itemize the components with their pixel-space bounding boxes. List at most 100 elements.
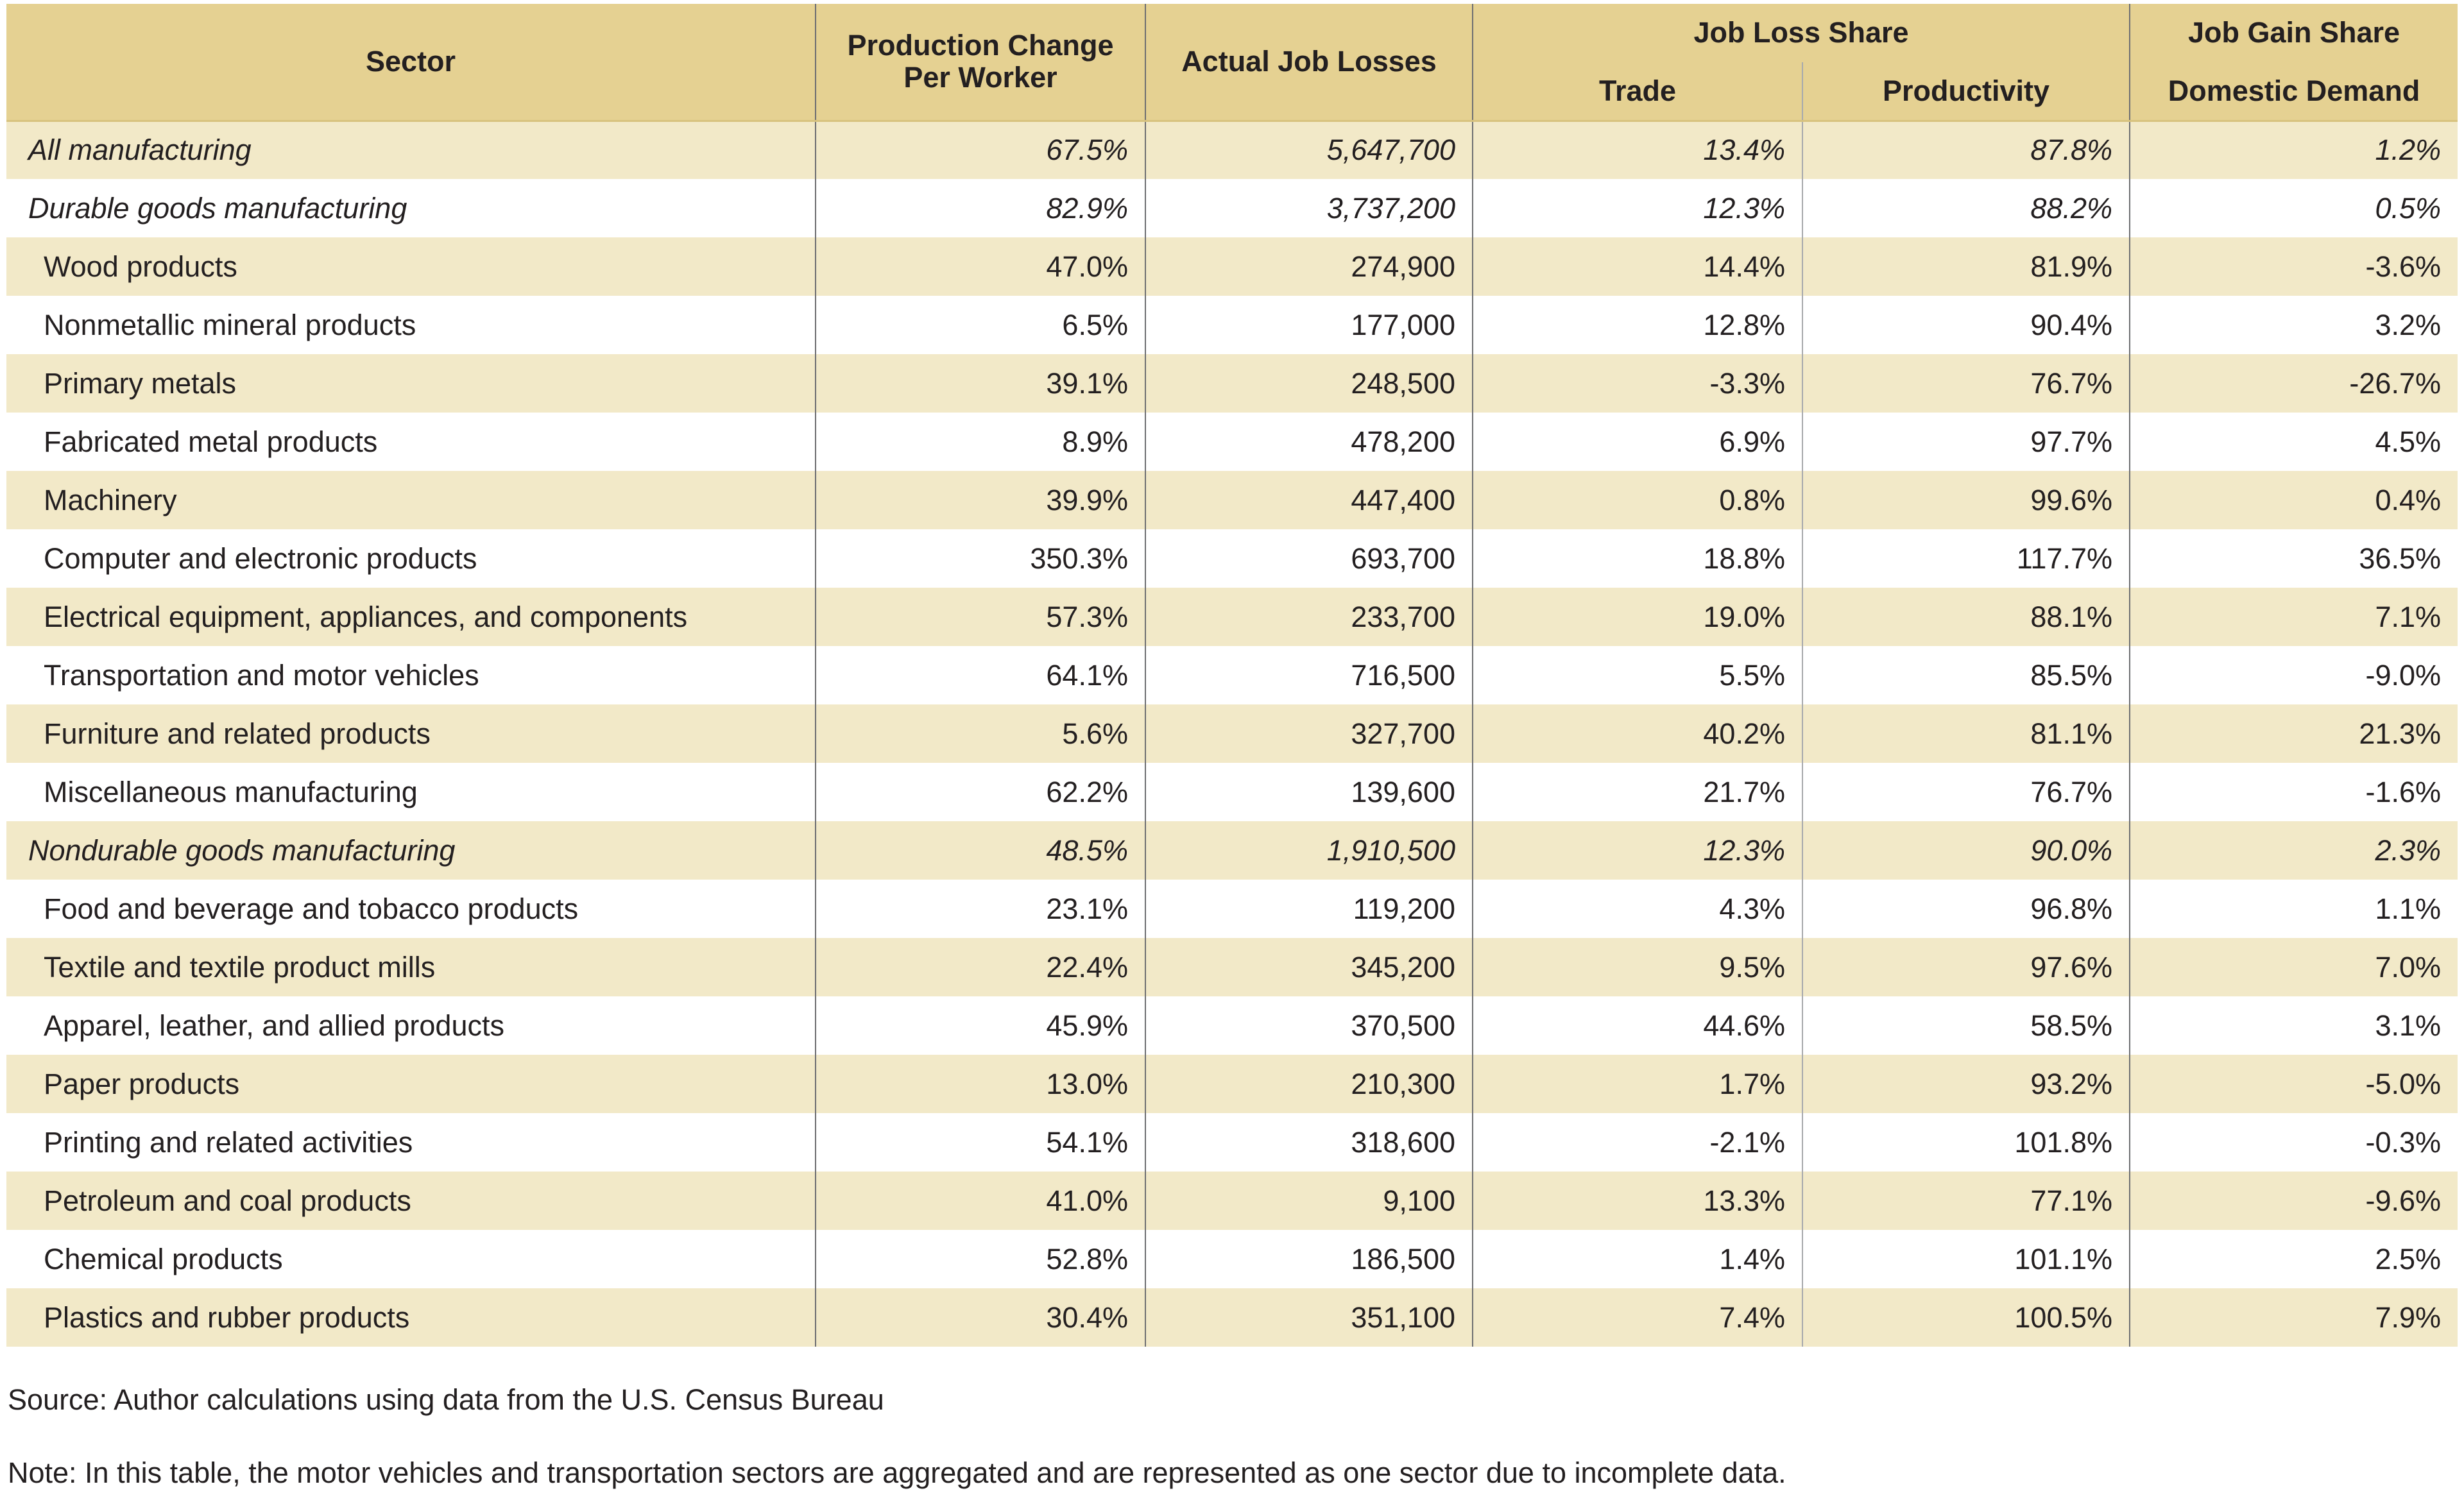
production-change-cell: 52.8% [816,1230,1146,1288]
table-row: Computer and electronic products 350.3% … [6,529,2458,588]
source-text: Source: Author calculations using data f… [8,1383,884,1416]
col-header-productivity: Productivity [1802,62,2131,121]
production-change-cell: 30.4% [816,1288,1146,1347]
productivity-cell: 88.2% [1802,179,2131,237]
sector-cell: Paper products [6,1055,816,1113]
job-losses-cell: 177,000 [1145,296,1473,354]
domestic-demand-cell: 4.5% [2130,413,2458,471]
job-losses-cell: 210,300 [1145,1055,1473,1113]
trade-cell: 13.4% [1473,119,1803,179]
production-change-cell: 45.9% [816,996,1146,1055]
sector-cell: Transportation and motor vehicles [6,646,816,704]
table-row: Fabricated metal products 8.9% 478,200 6… [6,413,2458,471]
trade-cell: 9.5% [1473,938,1803,996]
trade-cell: 6.9% [1473,413,1803,471]
sector-cell: Nondurable goods manufacturing [6,821,816,880]
job-losses-cell: 318,600 [1145,1113,1473,1172]
trade-cell: 12.8% [1473,296,1803,354]
productivity-cell: 90.4% [1802,296,2131,354]
productivity-cell: 87.8% [1802,119,2131,179]
domestic-demand-cell: 0.4% [2130,471,2458,529]
production-change-cell: 6.5% [816,296,1146,354]
domestic-demand-cell: 7.0% [2130,938,2458,996]
sector-cell: Nonmetallic mineral products [6,296,816,354]
sector-cell: Machinery [6,471,816,529]
data-table: Sector Production Change Per Worker Actu… [6,4,2458,1347]
production-change-cell: 54.1% [816,1113,1146,1172]
table-row: Durable goods manufacturing 82.9% 3,737,… [6,179,2458,237]
sector-cell: Plastics and rubber products [6,1288,816,1347]
productivity-cell: 85.5% [1802,646,2131,704]
productivity-cell: 81.1% [1802,704,2131,763]
domestic-demand-cell: -5.0% [2130,1055,2458,1113]
production-change-cell: 41.0% [816,1172,1146,1230]
domestic-demand-cell: 2.3% [2130,821,2458,880]
productivity-cell: 101.8% [1802,1113,2131,1172]
trade-cell: 1.7% [1473,1055,1803,1113]
trade-cell: 18.8% [1473,529,1803,588]
productivity-cell: 96.8% [1802,880,2131,938]
table-row: Printing and related activities 54.1% 31… [6,1113,2458,1172]
domestic-demand-cell: 1.2% [2130,119,2458,179]
production-change-cell: 62.2% [816,763,1146,821]
col-header-production-change: Production Change Per Worker [816,4,1146,121]
sector-cell: Fabricated metal products [6,413,816,471]
trade-cell: 12.3% [1473,821,1803,880]
job-losses-cell: 716,500 [1145,646,1473,704]
production-change-cell: 47.0% [816,237,1146,296]
job-losses-cell: 9,100 [1145,1172,1473,1230]
domestic-demand-cell: 0.5% [2130,179,2458,237]
sector-cell: Computer and electronic products [6,529,816,588]
header-row-sub: Trade Productivity Domestic Demand [6,62,2458,121]
job-losses-cell: 447,400 [1145,471,1473,529]
table-row: Electrical equipment, appliances, and co… [6,588,2458,646]
sector-cell: Durable goods manufacturing [6,179,816,237]
sector-cell: Primary metals [6,354,816,413]
col-header-sector: Sector [6,4,816,121]
job-losses-cell: 186,500 [1145,1230,1473,1288]
sector-cell: Petroleum and coal products [6,1172,816,1230]
trade-cell: 0.8% [1473,471,1803,529]
table-row: Primary metals 39.1% 248,500 -3.3% 76.7%… [6,354,2458,413]
job-losses-cell: 5,647,700 [1145,119,1473,179]
domestic-demand-cell: -9.0% [2130,646,2458,704]
productivity-cell: 97.7% [1802,413,2131,471]
sector-cell: Textile and textile product mills [6,938,816,996]
trade-cell: 12.3% [1473,179,1803,237]
domestic-demand-cell: 1.1% [2130,880,2458,938]
table-row: Nondurable goods manufacturing 48.5% 1,9… [6,821,2458,880]
table-header: Sector Production Change Per Worker Actu… [6,4,2458,121]
job-losses-cell: 233,700 [1145,588,1473,646]
trade-cell: 13.3% [1473,1172,1803,1230]
domestic-demand-cell: 3.1% [2130,996,2458,1055]
production-change-cell: 23.1% [816,880,1146,938]
col-header-trade: Trade [1473,62,1803,121]
production-change-cell: 13.0% [816,1055,1146,1113]
sector-cell: Furniture and related products [6,704,816,763]
productivity-cell: 58.5% [1802,996,2131,1055]
trade-cell: 14.4% [1473,237,1803,296]
production-change-cell: 39.1% [816,354,1146,413]
sector-cell: Miscellaneous manufacturing [6,763,816,821]
domestic-demand-cell: 7.1% [2130,588,2458,646]
production-change-cell: 48.5% [816,821,1146,880]
production-change-cell: 39.9% [816,471,1146,529]
productivity-cell: 101.1% [1802,1230,2131,1288]
domestic-demand-cell: -0.3% [2130,1113,2458,1172]
table-row: Machinery 39.9% 447,400 0.8% 99.6% 0.4% [6,471,2458,529]
trade-cell: 21.7% [1473,763,1803,821]
job-losses-cell: 139,600 [1145,763,1473,821]
table-row: Food and beverage and tobacco products 2… [6,880,2458,938]
productivity-cell: 81.9% [1802,237,2131,296]
domestic-demand-cell: 2.5% [2130,1230,2458,1288]
domestic-demand-cell: 3.2% [2130,296,2458,354]
table-row: All manufacturing 67.5% 5,647,700 13.4% … [6,119,2458,179]
job-losses-cell: 3,737,200 [1145,179,1473,237]
production-change-cell: 64.1% [816,646,1146,704]
domestic-demand-cell: 21.3% [2130,704,2458,763]
productivity-cell: 90.0% [1802,821,2131,880]
col-header-job-gain-share: Job Gain Share [2130,4,2458,62]
job-losses-cell: 370,500 [1145,996,1473,1055]
trade-cell: 4.3% [1473,880,1803,938]
col-header-domestic-demand: Domestic Demand [2130,62,2458,121]
